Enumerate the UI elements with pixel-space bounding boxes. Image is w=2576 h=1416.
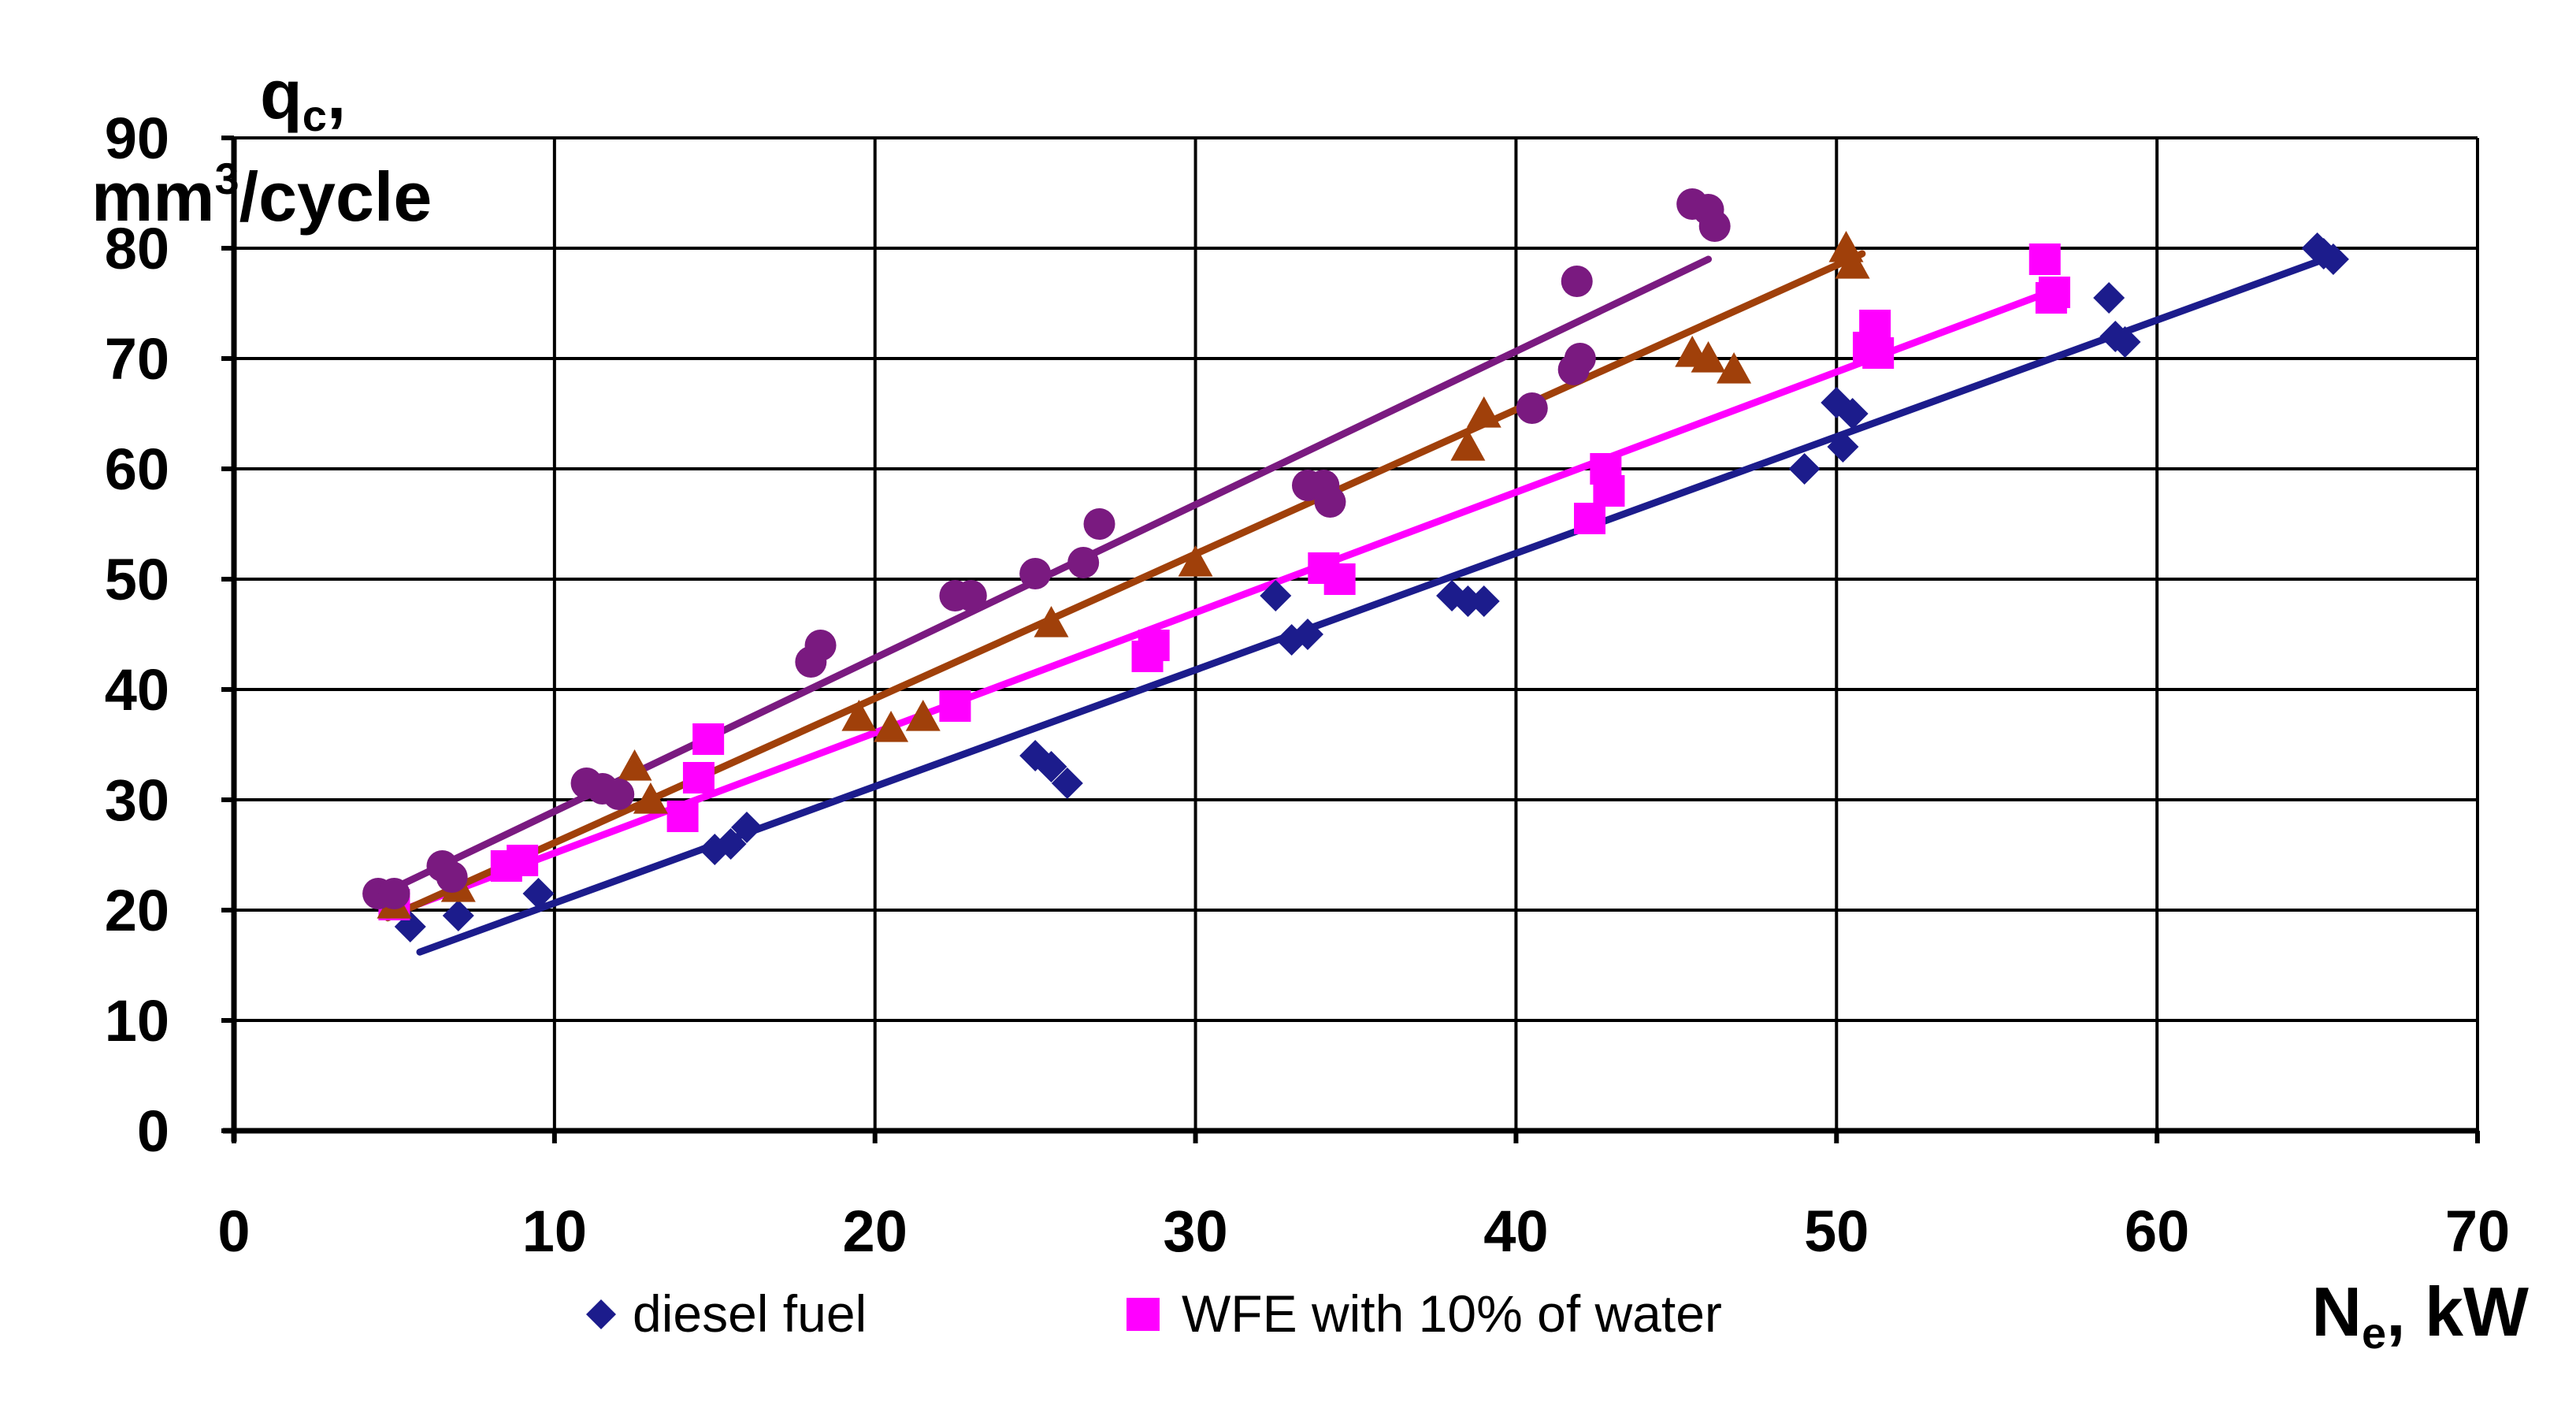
point-diamond-13 bbox=[1452, 585, 1484, 617]
point-square-8 bbox=[1138, 630, 1170, 661]
point-circle-11 bbox=[1019, 558, 1052, 589]
square-marker-icon bbox=[1127, 1298, 1160, 1331]
point-triangle-12 bbox=[1691, 341, 1726, 373]
y-tick-label-90: 90 bbox=[105, 106, 169, 171]
point-square-2 bbox=[507, 845, 539, 876]
point-diamond-24 bbox=[2317, 243, 2349, 275]
y-tick-label-80: 80 bbox=[105, 216, 169, 281]
point-diamond-7 bbox=[1035, 751, 1067, 782]
y-axis-title-line2: mm3/cycle bbox=[91, 154, 432, 236]
legend-marker-diesel-fuel bbox=[586, 1299, 616, 1329]
point-diamond-18 bbox=[1836, 398, 1869, 429]
point-circle-20 bbox=[1564, 343, 1596, 374]
point-square-15 bbox=[1859, 310, 1891, 341]
x-axis-title: Ne, kW bbox=[2311, 1273, 2529, 1358]
point-circle-23 bbox=[1698, 210, 1731, 242]
y-tick-label-20: 20 bbox=[105, 878, 169, 943]
point-square-16 bbox=[1862, 337, 1895, 369]
point-diamond-5 bbox=[730, 812, 763, 843]
x-tick-label-10: 10 bbox=[522, 1199, 587, 1264]
point-circle-10 bbox=[955, 580, 987, 611]
point-triangle-6 bbox=[905, 700, 941, 731]
y-tick-label-10: 10 bbox=[105, 988, 169, 1054]
y-tick-label-70: 70 bbox=[105, 326, 169, 392]
point-circle-17 bbox=[1516, 392, 1548, 424]
point-square-5 bbox=[692, 723, 725, 755]
point-triangle-8 bbox=[1178, 545, 1213, 577]
point-circle-16 bbox=[1314, 486, 1346, 518]
point-square-6 bbox=[939, 690, 971, 722]
y-axis-title-line1: qc, bbox=[260, 55, 346, 140]
point-circle-3 bbox=[436, 861, 468, 893]
point-triangle-5 bbox=[874, 711, 909, 742]
y-tick-label-40: 40 bbox=[105, 657, 169, 723]
point-square-10 bbox=[1323, 563, 1356, 595]
point-circle-6 bbox=[603, 779, 635, 810]
point-triangle-9 bbox=[1450, 429, 1486, 461]
point-triangle-13 bbox=[1717, 352, 1752, 384]
point-triangle-3 bbox=[633, 782, 668, 814]
x-tick-label-30: 30 bbox=[1163, 1199, 1227, 1264]
point-square-13 bbox=[1593, 475, 1625, 507]
point-diamond-1 bbox=[442, 900, 474, 931]
point-triangle-7 bbox=[1034, 606, 1069, 637]
x-tick-label-50: 50 bbox=[1804, 1199, 1869, 1264]
y-tick-label-50: 50 bbox=[105, 547, 169, 612]
trend-line-triangle bbox=[384, 250, 1866, 922]
point-diamond-17 bbox=[1827, 431, 1859, 463]
point-diamond-11 bbox=[1291, 619, 1323, 650]
point-diamond-15 bbox=[1788, 453, 1821, 485]
point-diamond-14 bbox=[1468, 585, 1500, 617]
y-tick-label-30: 30 bbox=[105, 767, 169, 833]
point-circle-13 bbox=[1083, 508, 1115, 540]
x-tick-label-0: 0 bbox=[217, 1199, 250, 1264]
point-square-19 bbox=[2038, 277, 2070, 308]
legend-label-wfe: WFE with 10% of water bbox=[1182, 1284, 1722, 1343]
point-square-3 bbox=[666, 801, 699, 832]
point-triangle-15 bbox=[1835, 247, 1870, 279]
point-diamond-9 bbox=[1260, 580, 1292, 611]
axes bbox=[221, 136, 2480, 1143]
point-diamond-2 bbox=[522, 878, 555, 909]
data-points bbox=[362, 188, 2349, 942]
point-square-11 bbox=[1574, 503, 1606, 534]
legend-label-diesel-fuel: diesel fuel bbox=[633, 1284, 867, 1343]
point-diamond-21 bbox=[2109, 326, 2141, 358]
trend-line-diamond bbox=[416, 252, 2337, 956]
tick-labels: 0 10 20 30 40 50 60 70 80 90 0 10 20 30 40 50 60 70 bbox=[105, 106, 2510, 1264]
x-tick-label-40: 40 bbox=[1483, 1199, 1548, 1264]
point-square-17 bbox=[2029, 243, 2061, 275]
point-circle-19 bbox=[1561, 266, 1593, 297]
y-tick-label-0: 0 bbox=[137, 1098, 169, 1164]
point-triangle-10 bbox=[1466, 396, 1501, 428]
point-triangle-2 bbox=[617, 749, 652, 781]
point-circle-12 bbox=[1067, 547, 1100, 578]
point-diamond-19 bbox=[2093, 282, 2125, 314]
point-circle-8 bbox=[804, 630, 837, 661]
x-tick-label-70: 70 bbox=[2445, 1199, 2510, 1264]
point-square-4 bbox=[682, 762, 715, 793]
y-tick-label-60: 60 bbox=[105, 437, 169, 502]
legend: diesel fuel WFE with 10% of water bbox=[586, 1284, 1722, 1343]
point-diamond-8 bbox=[1051, 767, 1083, 799]
x-tick-label-20: 20 bbox=[843, 1199, 908, 1264]
point-diamond-4 bbox=[715, 828, 747, 860]
x-tick-label-60: 60 bbox=[2125, 1199, 2189, 1264]
point-triangle-4 bbox=[841, 700, 877, 731]
diamond-marker-icon bbox=[586, 1299, 616, 1329]
point-circle-1 bbox=[378, 878, 410, 909]
